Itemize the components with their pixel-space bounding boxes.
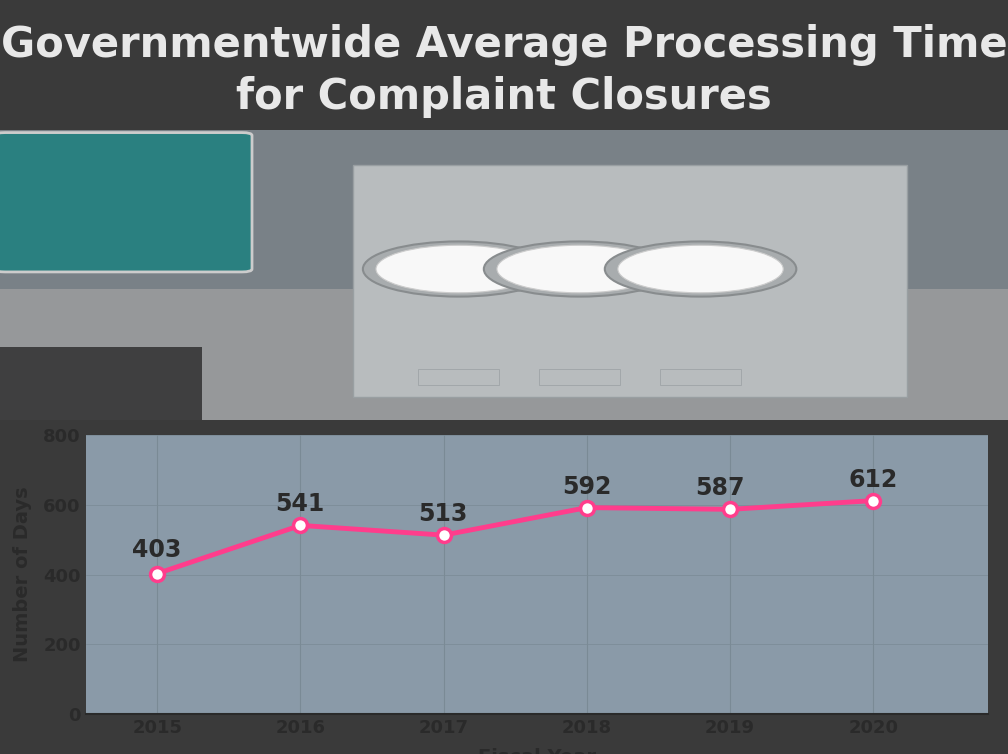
Text: 592: 592 (561, 475, 611, 498)
Text: for Complaint Closures: for Complaint Closures (236, 76, 772, 118)
Circle shape (484, 241, 675, 296)
Bar (353, 164, 907, 397)
FancyBboxPatch shape (0, 133, 252, 272)
Bar (418, 369, 499, 385)
Bar (660, 369, 741, 385)
Circle shape (497, 245, 662, 293)
Bar (539, 369, 620, 385)
Text: Governmentwide Average Processing Time: Governmentwide Average Processing Time (1, 24, 1007, 66)
Circle shape (363, 241, 554, 296)
Text: 513: 513 (418, 502, 468, 526)
Circle shape (376, 245, 541, 293)
Text: 541: 541 (275, 492, 325, 516)
Y-axis label: Number of Days: Number of Days (13, 487, 32, 662)
X-axis label: Fiscal Year: Fiscal Year (478, 748, 596, 754)
Circle shape (605, 241, 796, 296)
Bar (0, 130, 1008, 290)
Circle shape (618, 245, 783, 293)
Text: 587: 587 (696, 477, 745, 501)
Text: 403: 403 (132, 538, 181, 562)
Text: 612: 612 (849, 467, 897, 492)
Bar (0, 290, 1008, 420)
Bar (0, 348, 202, 420)
